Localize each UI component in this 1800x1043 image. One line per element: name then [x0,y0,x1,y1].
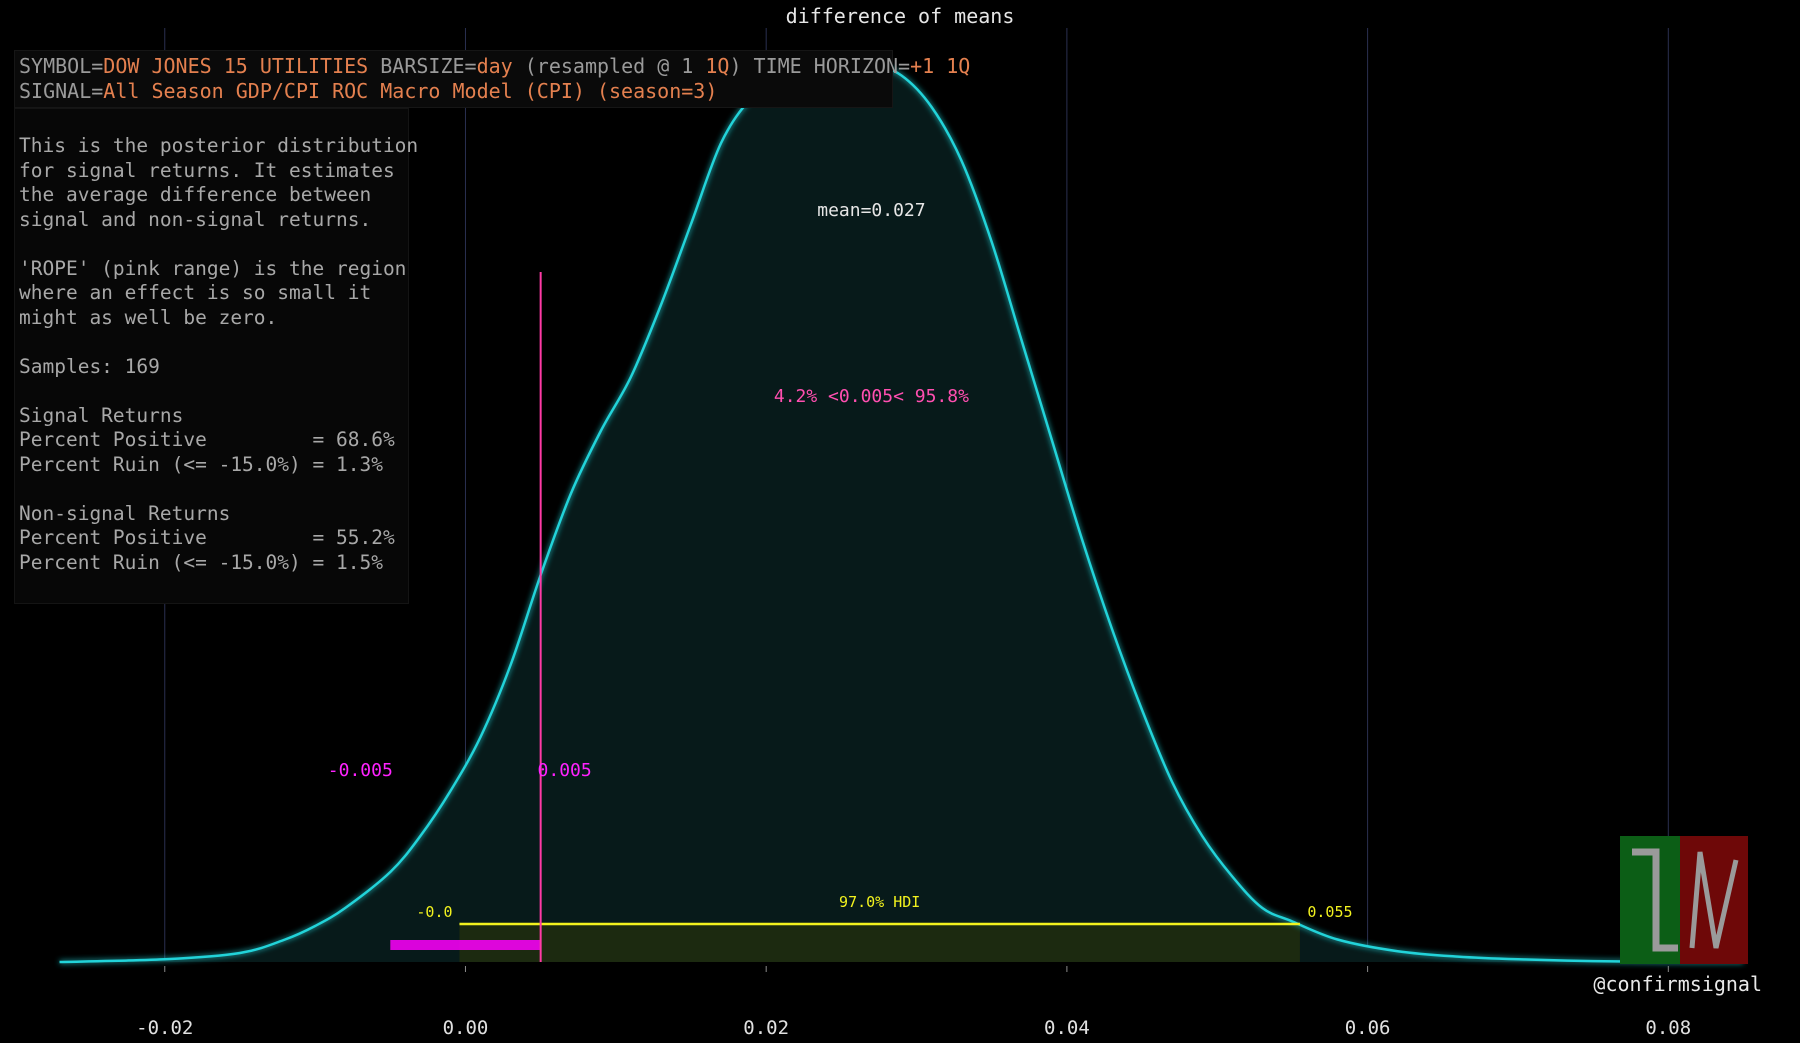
footer-handle: @confirmsignal [1593,972,1762,996]
resampled-value: 1Q [705,54,730,78]
chart-title: difference of means [785,4,1015,28]
description-text: This is the posterior distribution for s… [19,134,419,574]
signal-info-box [14,50,893,108]
horizon-key: ) TIME HORIZON= [729,54,911,78]
barsize-value: day [476,54,513,78]
hdi-high-label: 0.055 [1307,903,1352,921]
logo-green-block [1620,836,1680,964]
rope-low-label: -0.005 [328,760,393,781]
symbol-value: DOW JONES 15 UTILITIES [103,54,369,78]
tick-label-3: 0.04 [1044,1017,1090,1039]
signal-line: SIGNAL=All Season GDP/CPI ROC Macro Mode… [19,79,717,103]
tick-label-4: 0.06 [1345,1017,1391,1039]
horizon-value: +1 1Q [910,54,971,78]
confirmsignal-logo [1620,836,1748,964]
logo-mark-icon [1632,848,1739,952]
signal-key: SIGNAL= [19,79,104,103]
hdi-label: 97.0% HDI [839,893,920,911]
rope-bar [390,940,541,950]
rope-high-label: 0.005 [538,760,592,781]
signal-value: All Season GDP/CPI ROC Macro Model (CPI)… [103,79,718,103]
reference-label: 4.2% <0.005< 95.8% [774,386,969,407]
density-fill-area [59,61,1744,963]
symbol-line: SYMBOL=DOW JONES 15 UTILITIES BARSIZE=da… [19,54,970,78]
mean-label: mean=0.027 [817,200,925,221]
tick-label-0: -0.02 [136,1017,193,1039]
hdi-low-label: -0.0 [416,903,452,921]
hdi-band [459,924,1300,962]
x-axis-ticks: -0.02 0.00 0.02 0.04 0.06 0.08 [136,966,1691,1039]
description-panel [14,108,409,604]
tick-label-5: 0.08 [1645,1017,1691,1039]
tick-label-1: 0.00 [443,1017,489,1039]
resampled-key: (resampled @ 1 [512,54,706,78]
symbol-key: SYMBOL= [19,54,104,78]
tick-label-2: 0.02 [743,1017,789,1039]
barsize-key: BARSIZE= [368,54,477,78]
